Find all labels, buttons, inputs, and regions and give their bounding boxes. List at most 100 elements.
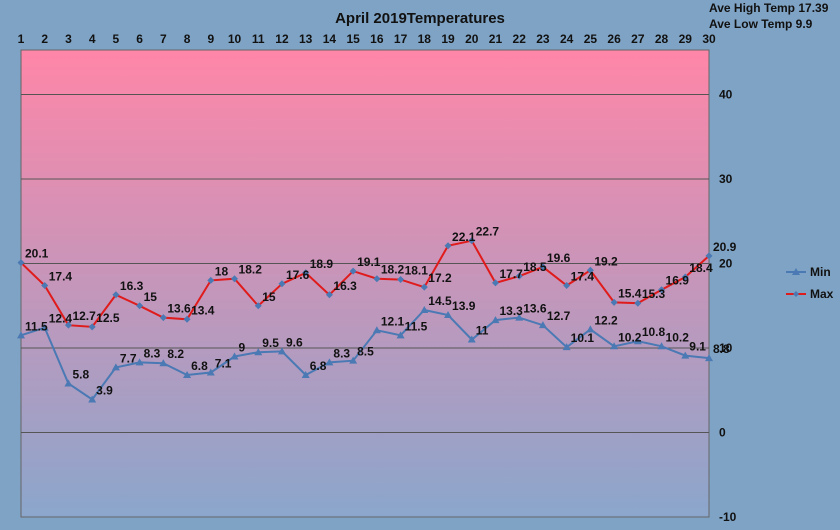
x-tick-label: 26 xyxy=(607,32,621,46)
data-label-min: 9.1 xyxy=(689,340,706,354)
min-point xyxy=(444,311,453,319)
min-point xyxy=(586,325,595,333)
max-point xyxy=(444,242,452,250)
x-tick-label: 20 xyxy=(465,32,479,46)
x-tick-label: 27 xyxy=(631,32,645,46)
data-label-max: 15 xyxy=(262,290,276,304)
data-label-max: 19.6 xyxy=(547,251,571,265)
min-point xyxy=(420,305,429,313)
max-point xyxy=(491,279,499,287)
max-point xyxy=(610,298,618,306)
min-point xyxy=(135,358,144,366)
x-tick-label: 15 xyxy=(346,32,360,46)
x-tick-label: 7 xyxy=(160,32,167,46)
min-point xyxy=(681,351,690,359)
data-label-max: 16.3 xyxy=(120,279,144,293)
x-tick-label: 14 xyxy=(323,32,337,46)
min-point xyxy=(372,326,381,334)
x-tick-label: 4 xyxy=(89,32,96,46)
data-label-max: 15.4 xyxy=(618,286,642,300)
data-label-min: 12.7 xyxy=(547,309,571,323)
legend-max-marker xyxy=(793,291,799,297)
data-label-min: 8.8 xyxy=(713,342,730,356)
data-label-min: 14.5 xyxy=(428,294,452,308)
max-point xyxy=(64,321,72,329)
x-tick-label: 9 xyxy=(207,32,214,46)
data-label-max: 17.6 xyxy=(286,268,310,282)
min-point xyxy=(538,321,547,329)
data-label-min: 13.9 xyxy=(452,299,476,313)
x-tick-label: 19 xyxy=(441,32,455,46)
data-label-min: 5.8 xyxy=(72,367,89,381)
max-point xyxy=(634,299,642,307)
x-tick-label: 1 xyxy=(18,32,25,46)
x-tick-label: 3 xyxy=(65,32,72,46)
data-label-min: 6.8 xyxy=(191,359,208,373)
data-label-max: 16.3 xyxy=(333,279,357,293)
ave-high-temp: Ave High Temp 17.39 xyxy=(709,1,829,15)
data-label-max: 12.5 xyxy=(96,311,120,325)
max-point xyxy=(515,272,523,280)
data-label-min: 8.2 xyxy=(167,347,184,361)
x-axis-ticks: 1 2 3 4 5 6 7 8 9 10 11 12 13 14 15 16 17 18 19 20 21 22 23 24 2… xyxy=(18,32,716,46)
data-label-min: 10.1 xyxy=(571,331,595,345)
x-tick-label: 25 xyxy=(584,32,598,46)
max-point xyxy=(231,275,239,283)
data-label-min: 11 xyxy=(476,324,489,338)
data-label-max: 15.3 xyxy=(642,287,666,301)
data-label-max: 18.2 xyxy=(239,263,263,277)
x-tick-label: 18 xyxy=(418,32,432,46)
data-label-min: 8.3 xyxy=(333,346,350,360)
data-label-min: 11.5 xyxy=(25,319,48,333)
max-point xyxy=(159,314,167,322)
data-label-max: 20.9 xyxy=(713,240,737,254)
max-point xyxy=(41,281,49,289)
max-point xyxy=(681,273,689,281)
x-tick-label: 28 xyxy=(655,32,669,46)
x-tick-label: 6 xyxy=(136,32,143,46)
x-tick-label: 8 xyxy=(184,32,191,46)
x-tick-label: 11 xyxy=(252,32,265,46)
legend-max-label: Max xyxy=(810,287,834,301)
x-tick-label: 23 xyxy=(536,32,550,46)
data-label-max: 17.4 xyxy=(49,269,73,283)
max-point xyxy=(420,283,428,291)
max-point xyxy=(112,291,120,299)
max-point xyxy=(705,252,713,260)
y-axis-ticks: -10 0 10 20 30 40 xyxy=(719,88,737,525)
data-label-max: 12.7 xyxy=(72,309,96,323)
data-label-max: 18.4 xyxy=(689,261,713,275)
max-point xyxy=(88,323,96,331)
data-label-min: 10.8 xyxy=(642,325,666,339)
y-tick-label: 20 xyxy=(719,257,733,271)
data-label-min: 6.8 xyxy=(310,359,327,373)
max-point xyxy=(563,281,571,289)
min-point xyxy=(657,342,666,350)
min-point xyxy=(467,335,476,343)
min-point xyxy=(111,363,120,371)
series-line-min xyxy=(20,308,710,401)
y-tick-label: -10 xyxy=(719,510,737,524)
min-point xyxy=(183,371,192,379)
y-tick-label: 40 xyxy=(719,88,733,102)
data-label-max: 18.1 xyxy=(405,264,429,278)
min-point xyxy=(705,354,713,362)
data-label-min: 9.6 xyxy=(286,335,303,349)
min-point xyxy=(159,359,168,367)
data-label-max: 17.7 xyxy=(499,267,523,281)
data-label-min: 12.2 xyxy=(594,313,618,327)
data-label-max: 13.6 xyxy=(167,302,191,316)
data-label-max: 20.1 xyxy=(25,247,49,261)
min-point xyxy=(396,331,405,339)
max-point xyxy=(136,302,144,310)
data-label-max: 19.1 xyxy=(357,255,381,269)
y-tick-label: 0 xyxy=(719,426,726,440)
data-label-max: 19.2 xyxy=(594,254,618,268)
max-point xyxy=(373,275,381,283)
min-point xyxy=(515,313,524,321)
x-tick-label: 2 xyxy=(41,32,48,46)
y-tick-label: 30 xyxy=(719,172,733,186)
x-tick-label: 21 xyxy=(489,32,503,46)
max-point xyxy=(254,302,262,310)
legend-min-marker xyxy=(792,268,800,275)
